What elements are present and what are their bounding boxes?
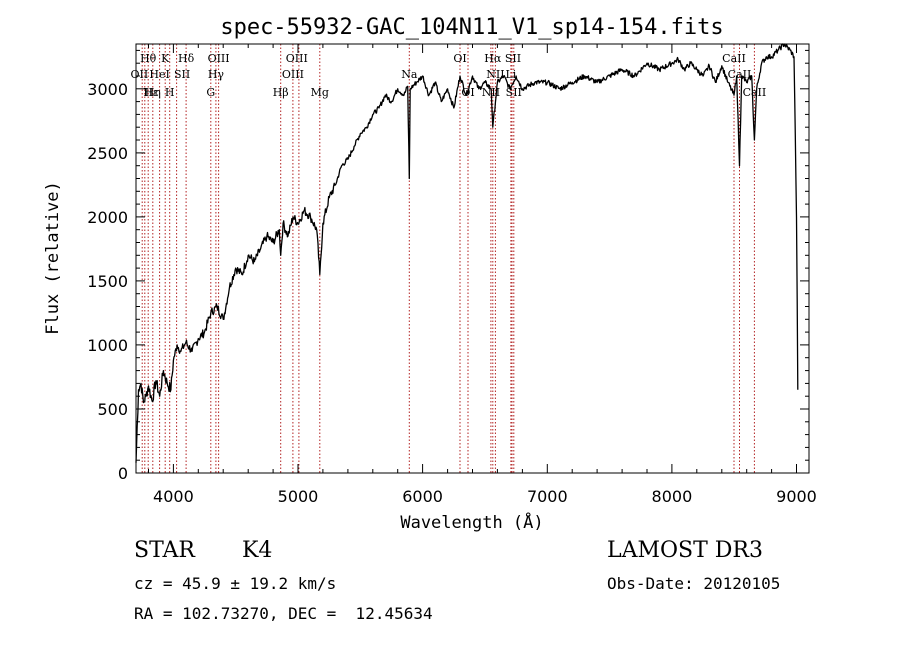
line-label-0: Hθ	[140, 52, 157, 65]
line-label-23: Mg	[311, 86, 329, 99]
line-label-5: OI	[453, 52, 466, 65]
line-label-3: OIII	[208, 52, 230, 65]
line-label-26: SII	[506, 86, 522, 99]
line-label-22: Hβ	[273, 86, 289, 99]
line-label-8: CaII	[722, 52, 746, 65]
line-label-20: H	[165, 86, 175, 99]
x-axis-label: Wavelength (Å)	[400, 511, 543, 533]
line-label-13: OIII	[282, 68, 304, 81]
x-tick-label-0: 4000	[153, 487, 194, 506]
line-label-6: Hα	[484, 52, 502, 65]
line-label-1: K	[161, 52, 170, 65]
object-subclass: K4	[242, 538, 273, 563]
object-class: STAR	[134, 538, 195, 563]
line-label-21: G	[206, 86, 215, 99]
plot-frame	[135, 43, 810, 474]
flux-series-line	[135, 43, 799, 463]
y-tick-label-0: 0	[118, 464, 128, 483]
line-label-27: CaII	[743, 86, 767, 99]
line-label-9: OII	[131, 68, 149, 81]
axis-ticks: 4000 5000 6000 7000 8000 9000 0 500 1000 1500 2000…	[87, 44, 817, 506]
y-axis-label: Flux (relative)	[43, 181, 63, 335]
y-tick-label-3: 1500	[87, 272, 128, 291]
line-label-11: SII	[174, 68, 190, 81]
y-tick-label-5: 2500	[87, 144, 128, 163]
x-tick-label-3: 7000	[527, 487, 568, 506]
x-tick-label-5: 9000	[776, 487, 817, 506]
y-tick-label-2: 1000	[87, 336, 128, 355]
line-label-10: HeI	[149, 68, 169, 81]
y-tick-label-6: 3000	[87, 80, 128, 99]
line-label-19: Hη	[145, 86, 161, 99]
y-tick-label-4: 2000	[87, 208, 128, 227]
line-label-4: OIII	[286, 52, 308, 65]
coordinates: RA = 102.73270, DEC = 12.45634	[134, 604, 433, 623]
survey-name: LAMOST DR3	[607, 538, 763, 563]
line-label-12: Hγ	[208, 68, 225, 81]
line-label-18: Hε	[143, 86, 159, 99]
line-label-16: Li	[505, 68, 516, 81]
line-label-15: NII	[486, 68, 504, 81]
chart-title: spec-55932-GAC_104N11_V1_sp14-154.fits	[220, 15, 723, 40]
line-markers	[141, 44, 755, 473]
x-tick-label-4: 8000	[652, 487, 693, 506]
redshift-value: cz = 45.9 ± 19.2 km/s	[134, 574, 337, 593]
line-label-14: Na	[401, 68, 418, 81]
line-label-2: Hδ	[178, 52, 195, 65]
line-label-7: SII	[505, 52, 521, 65]
line-label-17: CaII	[728, 68, 752, 81]
x-tick-label-1: 5000	[278, 487, 319, 506]
x-tick-label-2: 6000	[402, 487, 443, 506]
obs-date: Obs-Date: 20120105	[607, 574, 781, 593]
y-tick-label-1: 500	[97, 400, 128, 419]
